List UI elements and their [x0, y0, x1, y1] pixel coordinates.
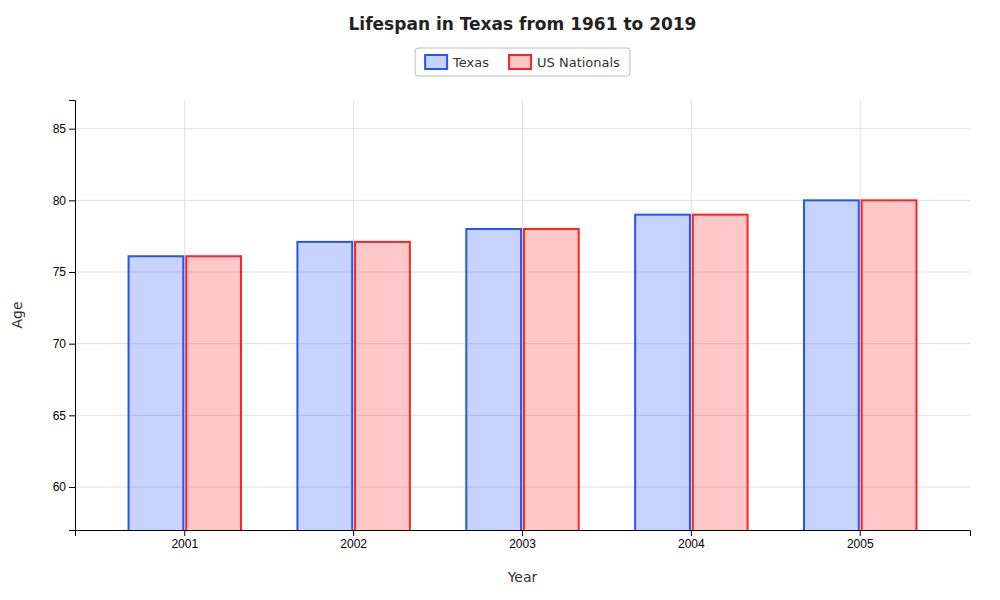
bar-series [186, 200, 916, 530]
grid-line-x [184, 100, 185, 530]
y-tick: 75 [53, 265, 75, 279]
y-tick: 70 [53, 337, 75, 351]
y-tick-label: 75 [53, 265, 67, 279]
x-tick: 2005 [847, 530, 874, 551]
y-tick-mark [69, 200, 75, 201]
y-tick: 60 [53, 480, 75, 494]
legend-label: US Nationals [537, 55, 620, 70]
bar [355, 242, 410, 530]
y-tick: 65 [53, 409, 75, 423]
y-tick-mark [69, 487, 75, 488]
legend-item: US Nationals [509, 55, 620, 70]
x-tick: 2004 [678, 530, 705, 551]
x-tick-label: 2005 [847, 537, 874, 551]
y-axis-line [69, 101, 76, 531]
x-tick-label: 2001 [171, 537, 198, 551]
bar [693, 215, 748, 530]
x-tick: 2001 [171, 530, 198, 551]
y-tick-label: 85 [53, 122, 67, 136]
x-axis-title: Year [507, 569, 538, 585]
legend-swatch [425, 55, 447, 69]
bar [297, 242, 352, 530]
legend-frame [415, 48, 630, 76]
y-tick: 80 [53, 194, 75, 208]
x-tick: 2003 [509, 530, 536, 551]
legend-swatch [509, 55, 531, 69]
bar [186, 256, 241, 530]
plot: 2001 2002 2003 2004 2005 60 65 70 75 80 85 [53, 100, 971, 600]
y-tick-label: 80 [53, 194, 67, 208]
bar [129, 256, 184, 530]
x-tick-mark [860, 530, 861, 536]
legend-label: Texas [452, 55, 489, 70]
y-tick-label: 60 [53, 480, 67, 494]
bar [804, 200, 859, 530]
bar [635, 215, 690, 530]
legend-item: Texas [425, 55, 489, 70]
title: Lifespan in Texas from 1961 to 2019 [349, 14, 697, 34]
grid-line-x [353, 100, 354, 530]
y-tick-mark [69, 272, 75, 273]
x-axis: 2001 2002 2003 2004 2005 [76, 530, 971, 551]
x-tick-mark [184, 530, 185, 536]
x-axis-line [76, 531, 971, 537]
x-tick-label: 2004 [678, 537, 705, 551]
bars [129, 200, 917, 530]
x-tick-mark [691, 530, 692, 536]
bar [862, 200, 917, 530]
grid-line-x [691, 100, 692, 530]
y-tick: 85 [53, 122, 75, 136]
y-tick-label: 70 [53, 337, 67, 351]
grid-line-x [522, 100, 523, 530]
x-tick: 2002 [340, 530, 367, 551]
bar [524, 229, 579, 530]
y-axis-title: Age [9, 301, 25, 328]
bar [466, 229, 521, 530]
legend: Texas US Nationals [415, 48, 630, 76]
y-tick-mark [69, 129, 75, 130]
y-axis: 60 65 70 75 80 85 [53, 101, 76, 531]
grid-line-x [860, 100, 861, 530]
x-tick-mark [353, 530, 354, 536]
x-tick-label: 2002 [340, 537, 367, 551]
y-tick-mark [69, 415, 75, 416]
bar-series [129, 200, 859, 530]
x-tick-label: 2003 [509, 537, 536, 551]
y-tick-mark [69, 344, 75, 345]
chart: 2001 2002 2003 2004 2005 60 65 70 75 80 85 Year Age L… [0, 0, 1000, 600]
x-tick-mark [522, 530, 523, 536]
y-tick-label: 65 [53, 409, 67, 423]
